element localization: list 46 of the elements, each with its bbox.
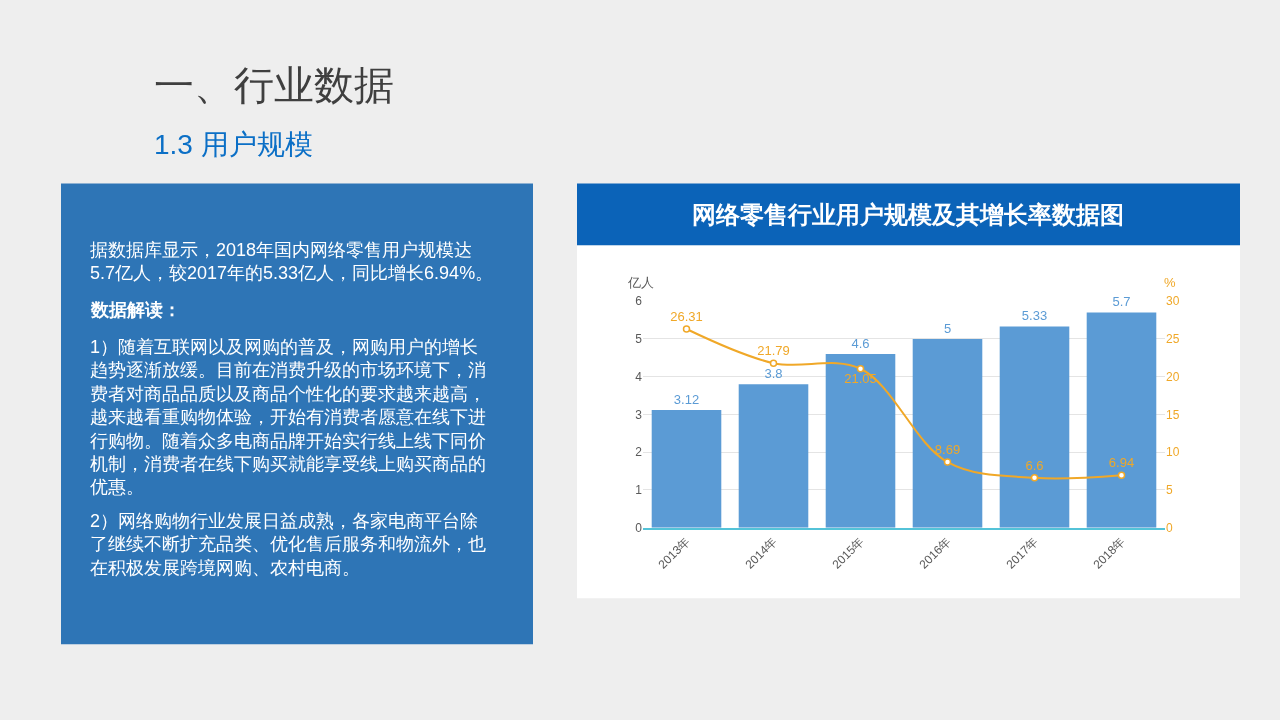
- y-tick-label: 1: [635, 483, 643, 498]
- y-tick-label: 4: [635, 369, 643, 384]
- point: [943, 458, 952, 466]
- point: [682, 325, 691, 333]
- text: 数据解读：: [90, 300, 181, 320]
- y2-tick-label: 25: [1166, 332, 1180, 347]
- data-label: 8.69: [934, 442, 961, 458]
- data-label: 4.6: [851, 336, 870, 352]
- bar: [738, 384, 809, 528]
- data-label: 21.79: [757, 343, 790, 359]
- point: [1117, 471, 1126, 480]
- y2-tick-label: 15: [1166, 407, 1180, 422]
- y-axis-title: 亿人: [627, 275, 654, 290]
- data-label: 5.7: [1112, 294, 1131, 310]
- chart-title: 网络零售行业用户规模及其增长率数据图: [692, 201, 1124, 228]
- y2-tick-label: 30: [1166, 294, 1180, 309]
- bar: [651, 409, 722, 528]
- y2-tick-label: 10: [1166, 445, 1180, 460]
- text: 2）网络购物行业发展日益成熟，各家电商平台除了继续不断扩充品类、优化售后服务和物流外，也在积极发展跨境网购、农村电商。: [90, 511, 486, 578]
- data-label: 3.8: [764, 366, 783, 382]
- bar: [825, 354, 896, 528]
- data-label: 6.94: [1108, 455, 1135, 471]
- data-label: 6.6: [1025, 457, 1044, 473]
- y2-tick-label: 20: [1166, 369, 1180, 384]
- y2-tick-label: 0: [1166, 520, 1173, 535]
- text: 1.3 用户规模: [154, 129, 313, 160]
- text: 据数据库显示，2018年国内网络零售用户规模达5.7亿人，较2017年的5.33亿人，同比增长6.94%。: [90, 240, 494, 284]
- y-tick-label: 5: [635, 332, 643, 347]
- y-tick-label: 3: [635, 407, 643, 422]
- text: 1）随着互联网以及网购的普及，网购用户的增长趋势逐渐放缓。目前在消费升级的市场环境下，消费者对商品品质以及商品个性化的要求越来越高，越来越看重购物体验，开始有消费者愿意在线下进行购物。随着众多电商品牌开始实行线上线下同价机制，消费者在线下购买就能享受线上购买商品的优惠。: [90, 337, 486, 498]
- bar: [999, 326, 1070, 528]
- data-label: 26.31: [670, 309, 703, 325]
- y-tick-label: 6: [635, 294, 643, 309]
- y2-tick-label: 5: [1166, 483, 1173, 498]
- point: [769, 359, 778, 367]
- y-tick-label: 2: [635, 445, 643, 460]
- text: 一、行业数据: [154, 63, 394, 107]
- bar: [912, 338, 983, 528]
- bar: [1086, 312, 1157, 528]
- point: [856, 364, 865, 373]
- y-tick-label: 0: [635, 520, 643, 535]
- y2-axis-title: %: [1164, 275, 1176, 290]
- data-label: 5: [943, 320, 952, 336]
- data-label: 3.12: [673, 391, 700, 407]
- data-label: 5.33: [1021, 308, 1048, 324]
- point: [1030, 474, 1039, 482]
